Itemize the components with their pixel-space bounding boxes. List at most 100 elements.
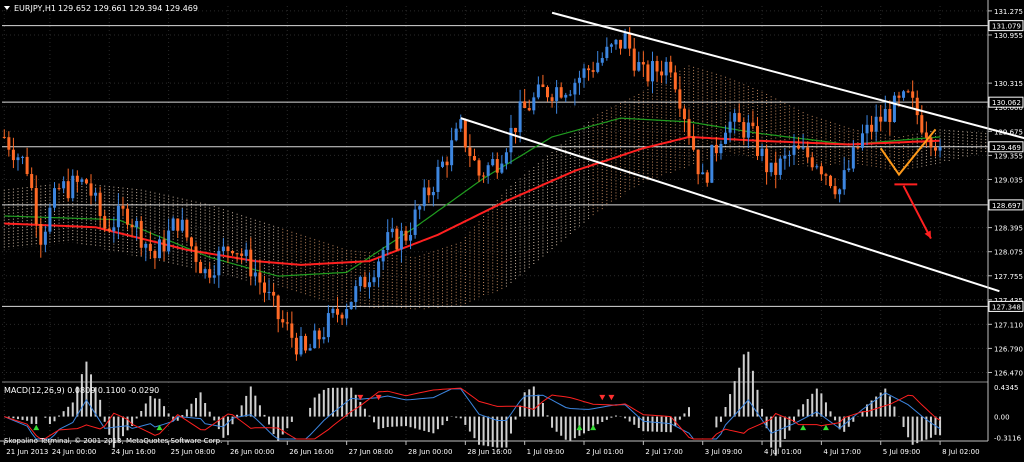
candle-body (888, 108, 892, 122)
channel-line (551, 11, 1024, 140)
candle-body (514, 127, 518, 133)
price-box (988, 300, 1024, 312)
candle-body (737, 113, 741, 123)
candle-body (920, 115, 924, 133)
macd-green-arrow (800, 424, 807, 431)
candle-body (833, 186, 837, 195)
candle-body (194, 246, 198, 262)
candle-body (692, 136, 696, 150)
candle-body (66, 181, 70, 199)
candle-body (527, 108, 531, 111)
price-box (988, 20, 1024, 32)
macd-signal-line (4, 387, 941, 440)
candle-body (208, 269, 212, 278)
candle-body (75, 175, 79, 182)
candlesticks (2, 27, 942, 361)
candle-body (523, 101, 527, 109)
y-tick-label: 129.675 (994, 128, 1023, 136)
y-tick-label: 128.395 (994, 225, 1023, 233)
x-tick-label: 24 Jun 16:00 (111, 448, 155, 456)
candle-body (509, 127, 513, 153)
candle-body (783, 155, 787, 159)
candle-body (285, 322, 289, 324)
candle-body (345, 309, 349, 319)
candle-body (336, 308, 340, 315)
candle-body (331, 308, 335, 314)
candle-body (577, 77, 581, 83)
header-arrow-icon (4, 6, 10, 10)
candle-body (281, 319, 285, 323)
candle-body (436, 166, 440, 192)
candle-body (650, 61, 654, 82)
forecast-drawing (879, 128, 937, 239)
candle-body (742, 122, 746, 138)
candle-body (623, 33, 627, 49)
candle-body (755, 126, 759, 157)
candle-body (550, 97, 554, 101)
candle-body (326, 313, 330, 338)
ohlc-header: 129.652 129.661 129.394 129.469 (58, 4, 198, 13)
x-tick-label: 4 Jul 17:00 (823, 448, 861, 456)
candle-body (838, 189, 842, 195)
candle-body (454, 128, 458, 141)
candle-body (126, 208, 130, 225)
trend-channel (460, 11, 1024, 293)
candle-body (870, 124, 874, 132)
candle-body (262, 282, 266, 293)
candle-body (130, 224, 134, 228)
candle-body (308, 348, 312, 351)
candle-body (180, 219, 184, 231)
candle-body (39, 224, 43, 245)
grid-lines (2, 6, 988, 441)
price-box (988, 199, 1024, 211)
candle-body (116, 205, 120, 228)
candle-body (714, 144, 718, 154)
candle-body (482, 175, 486, 177)
candle-body (851, 147, 855, 169)
candle-body (107, 228, 111, 232)
forecast-orange-path (879, 128, 937, 177)
x-tick-label: 26 Jun 16:00 (289, 448, 333, 456)
candle-body (897, 95, 901, 98)
candle-body (710, 144, 714, 183)
candle-body (317, 330, 321, 340)
candle-body (892, 95, 896, 122)
price-box (988, 96, 1024, 108)
candle-body (847, 168, 851, 171)
x-tick-label: 5 Jul 09:00 (883, 448, 921, 456)
candle-body (637, 62, 641, 71)
candle-body (386, 232, 390, 251)
candle-body (244, 249, 248, 256)
candle-body (144, 243, 148, 248)
candle-body (600, 58, 604, 63)
candle-body (167, 230, 171, 252)
candle-body (94, 192, 98, 196)
x-tick-label: 25 Jun 08:00 (171, 448, 215, 456)
candle-body (52, 188, 56, 208)
candle-body (596, 62, 600, 72)
candle-body (240, 253, 244, 256)
candle-body (185, 219, 189, 238)
candle-body (879, 116, 883, 122)
candle-body (797, 145, 801, 149)
candle-body (628, 33, 632, 49)
candle-body (272, 291, 276, 296)
candle-body (409, 234, 413, 241)
y-tick-label: 130.315 (994, 80, 1023, 88)
candle-body (445, 161, 449, 166)
macd-green-arrow (156, 424, 163, 431)
candle-body (673, 72, 677, 90)
candle-body (153, 250, 157, 259)
x-tick-label: 28 Jun 00:00 (408, 448, 452, 456)
candle-body (427, 187, 431, 196)
y-tick-label: 126.470 (994, 369, 1023, 377)
x-tick-label: 28 Jun 16:00 (467, 448, 511, 456)
candle-body (815, 166, 819, 168)
candle-body (299, 335, 303, 355)
macd-y-tick-label: 0.00 (994, 414, 1010, 422)
candle-body (787, 154, 791, 156)
price-box-label: 128.697 (992, 202, 1021, 210)
candle-body (819, 166, 823, 175)
